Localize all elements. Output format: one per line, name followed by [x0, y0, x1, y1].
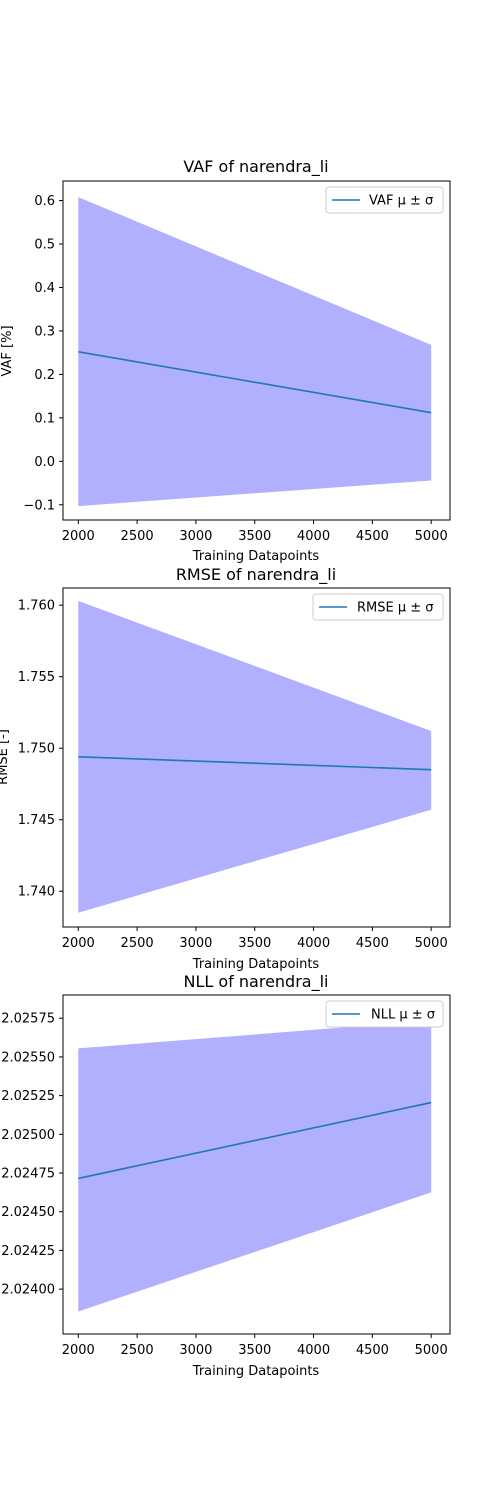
- nll-x-tick-label: 3000: [179, 1343, 212, 1358]
- vaf-y-tick-label: 0.5: [34, 238, 55, 253]
- vaf-mean-line: [78, 351, 432, 414]
- vaf-x-tick-label: 3000: [179, 529, 212, 544]
- rmse-title: RMSE of narendra_li: [176, 565, 336, 585]
- nll-y-tick-label: 2.02400: [1, 1283, 55, 1298]
- vaf-y-tick-label: 0.1: [34, 411, 55, 426]
- nll-legend-box: [325, 1000, 444, 1028]
- vaf-title: VAF of narendra_li: [183, 157, 328, 177]
- rmse-x-ticks: 2000 2500 3000 3500 4000 4500 5000: [62, 927, 448, 951]
- nll-y-tick-label: 2.02425: [1, 1244, 55, 1259]
- rmse-y-tick-label: 1.750: [18, 742, 55, 757]
- vaf-x-axis-label: Training Datapoints: [192, 549, 320, 564]
- nll-x-tick-label: 4000: [297, 1343, 330, 1358]
- nll-axes-frame: [62, 994, 451, 1335]
- vaf-x-tick-label: 5000: [415, 529, 448, 544]
- vaf-y-tick-label: 0.4: [34, 281, 55, 296]
- vaf-y-tick-label: −0.1: [23, 498, 55, 513]
- nll-x-tick-label: 2500: [121, 1343, 154, 1358]
- nll-y-tick-label: 2.02475: [1, 1167, 55, 1182]
- vaf-legend-label: VAF μ ± σ: [369, 194, 433, 209]
- vaf-y-tick-label: 0.3: [34, 324, 55, 339]
- rmse-y-tick-label: 1.745: [18, 813, 55, 828]
- vaf-x-tick-label: 4500: [356, 529, 389, 544]
- rmse-y-ticks: 1.740 1.745 1.750 1.755 1.760: [18, 599, 63, 900]
- vaf-legend: VAF μ ± σ: [325, 186, 444, 214]
- vaf-y-axis-label: VAF [%]: [0, 325, 15, 376]
- nll-y-tick-label: 2.02575: [1, 1012, 55, 1027]
- rmse-x-tick-label: 4000: [297, 936, 330, 951]
- vaf-axes-frame: [62, 180, 451, 521]
- vaf-x-tick-label: 2500: [121, 529, 154, 544]
- nll-y-tick-label: 2.02550: [1, 1050, 55, 1065]
- vaf-plot-area: [78, 197, 432, 507]
- rmse-x-axis-label: Training Datapoints: [192, 957, 320, 972]
- nll-plot-area: [78, 1020, 432, 1312]
- rmse-axes-frame: [62, 587, 451, 928]
- rmse-x-tick-label: 4500: [356, 936, 389, 951]
- vaf-y-tick-label: 0.0: [34, 455, 55, 470]
- vaf-y-tick-label: 0.6: [34, 194, 55, 209]
- rmse-std-band: [78, 600, 432, 913]
- rmse-x-tick-label: 5000: [415, 936, 448, 951]
- rmse-legend-box: [312, 593, 444, 621]
- rmse-y-axis-label: RMSE [-]: [0, 729, 11, 785]
- rmse-y-tick-label: 1.760: [18, 599, 55, 614]
- vaf-legend-box: [325, 186, 444, 214]
- nll-std-band: [78, 1020, 432, 1312]
- rmse-y-tick-label: 1.755: [18, 670, 55, 685]
- nll-x-tick-label: 4500: [356, 1343, 389, 1358]
- nll-panel: NLL of narendra_li 2000 2500 3000 3500 4000 4…: [1, 972, 451, 1379]
- rmse-mean-line: [78, 755, 432, 771]
- nll-y-tick-label: 2.02450: [1, 1205, 55, 1220]
- vaf-x-tick-label: 3500: [238, 529, 271, 544]
- nll-x-ticks: 2000 2500 3000 3500 4000 4500 5000: [62, 1334, 448, 1358]
- nll-x-axis-label: Training Datapoints: [192, 1364, 320, 1379]
- rmse-x-tick-label: 2000: [62, 936, 95, 951]
- vaf-x-tick-label: 2000: [62, 529, 95, 544]
- vaf-x-ticks: 2000 2500 3000 3500 4000 4500 5000: [62, 520, 448, 544]
- rmse-x-tick-label: 3500: [238, 936, 271, 951]
- nll-x-tick-label: 2000: [62, 1343, 95, 1358]
- nll-x-tick-label: 3500: [238, 1343, 271, 1358]
- nll-legend: NLL μ ± σ: [325, 1000, 444, 1028]
- rmse-plot-area: [78, 600, 432, 913]
- vaf-x-tick-label: 4000: [297, 529, 330, 544]
- rmse-legend-label: RMSE μ ± σ: [357, 601, 434, 616]
- rmse-y-tick-label: 1.740: [18, 885, 55, 900]
- vaf-y-tick-label: 0.2: [34, 368, 55, 383]
- nll-y-tick-label: 2.02500: [1, 1128, 55, 1143]
- rmse-panel: RMSE of narendra_li 2000 2500 3000 3500 4000…: [0, 565, 451, 972]
- nll-legend-label: NLL μ ± σ: [371, 1008, 435, 1023]
- rmse-legend: RMSE μ ± σ: [312, 593, 444, 621]
- rmse-x-tick-label: 2500: [121, 936, 154, 951]
- nll-title: NLL of narendra_li: [184, 972, 329, 992]
- nll-y-ticks: 2.02400 2.02425 2.02450 2.02475 2.02500 2.025…: [1, 1012, 63, 1298]
- vaf-std-band: [78, 197, 432, 507]
- vaf-panel: VAF of narendra_li 2000 2500 3000 3500 4000 4…: [0, 157, 451, 564]
- nll-y-tick-label: 2.02525: [1, 1089, 55, 1104]
- nll-mean-line: [78, 1101, 432, 1180]
- rmse-x-tick-label: 3000: [179, 936, 212, 951]
- nll-x-tick-label: 5000: [415, 1343, 448, 1358]
- vaf-y-ticks: −0.1 0.0 0.1 0.2 0.3 0.4 0.5 0.6: [23, 194, 63, 513]
